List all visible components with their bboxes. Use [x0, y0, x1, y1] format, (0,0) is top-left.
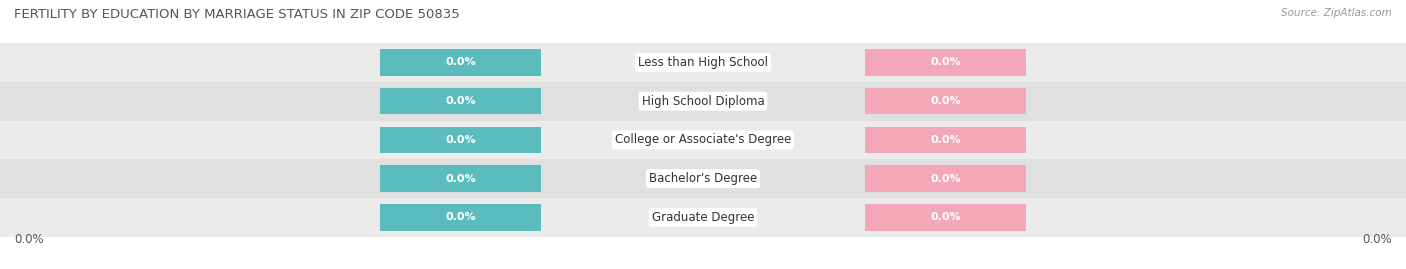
- Text: Less than High School: Less than High School: [638, 56, 768, 69]
- Bar: [865, 88, 1026, 114]
- Bar: [380, 165, 541, 192]
- Bar: [380, 88, 541, 114]
- Text: 0.0%: 0.0%: [446, 174, 475, 184]
- Text: 0.0%: 0.0%: [1362, 233, 1392, 246]
- Text: Source: ZipAtlas.com: Source: ZipAtlas.com: [1281, 8, 1392, 18]
- Text: High School Diploma: High School Diploma: [641, 95, 765, 108]
- Text: 0.0%: 0.0%: [931, 174, 960, 184]
- Bar: [0, 82, 1406, 121]
- Text: 0.0%: 0.0%: [931, 135, 960, 145]
- Bar: [865, 165, 1026, 192]
- Text: 0.0%: 0.0%: [446, 212, 475, 222]
- Text: 0.0%: 0.0%: [931, 57, 960, 68]
- Bar: [380, 127, 541, 153]
- Bar: [380, 49, 541, 76]
- Text: 0.0%: 0.0%: [446, 96, 475, 106]
- Text: 0.0%: 0.0%: [931, 96, 960, 106]
- Text: FERTILITY BY EDUCATION BY MARRIAGE STATUS IN ZIP CODE 50835: FERTILITY BY EDUCATION BY MARRIAGE STATU…: [14, 8, 460, 21]
- Text: 0.0%: 0.0%: [446, 135, 475, 145]
- Text: Bachelor's Degree: Bachelor's Degree: [650, 172, 756, 185]
- Bar: [0, 198, 1406, 237]
- Bar: [865, 127, 1026, 153]
- Bar: [380, 204, 541, 231]
- Text: College or Associate's Degree: College or Associate's Degree: [614, 133, 792, 146]
- Text: 0.0%: 0.0%: [14, 233, 44, 246]
- Text: 0.0%: 0.0%: [931, 212, 960, 222]
- Bar: [0, 121, 1406, 159]
- Bar: [865, 204, 1026, 231]
- Bar: [0, 159, 1406, 198]
- Text: 0.0%: 0.0%: [446, 57, 475, 68]
- Text: Graduate Degree: Graduate Degree: [652, 211, 754, 224]
- Bar: [0, 43, 1406, 82]
- Bar: [865, 49, 1026, 76]
